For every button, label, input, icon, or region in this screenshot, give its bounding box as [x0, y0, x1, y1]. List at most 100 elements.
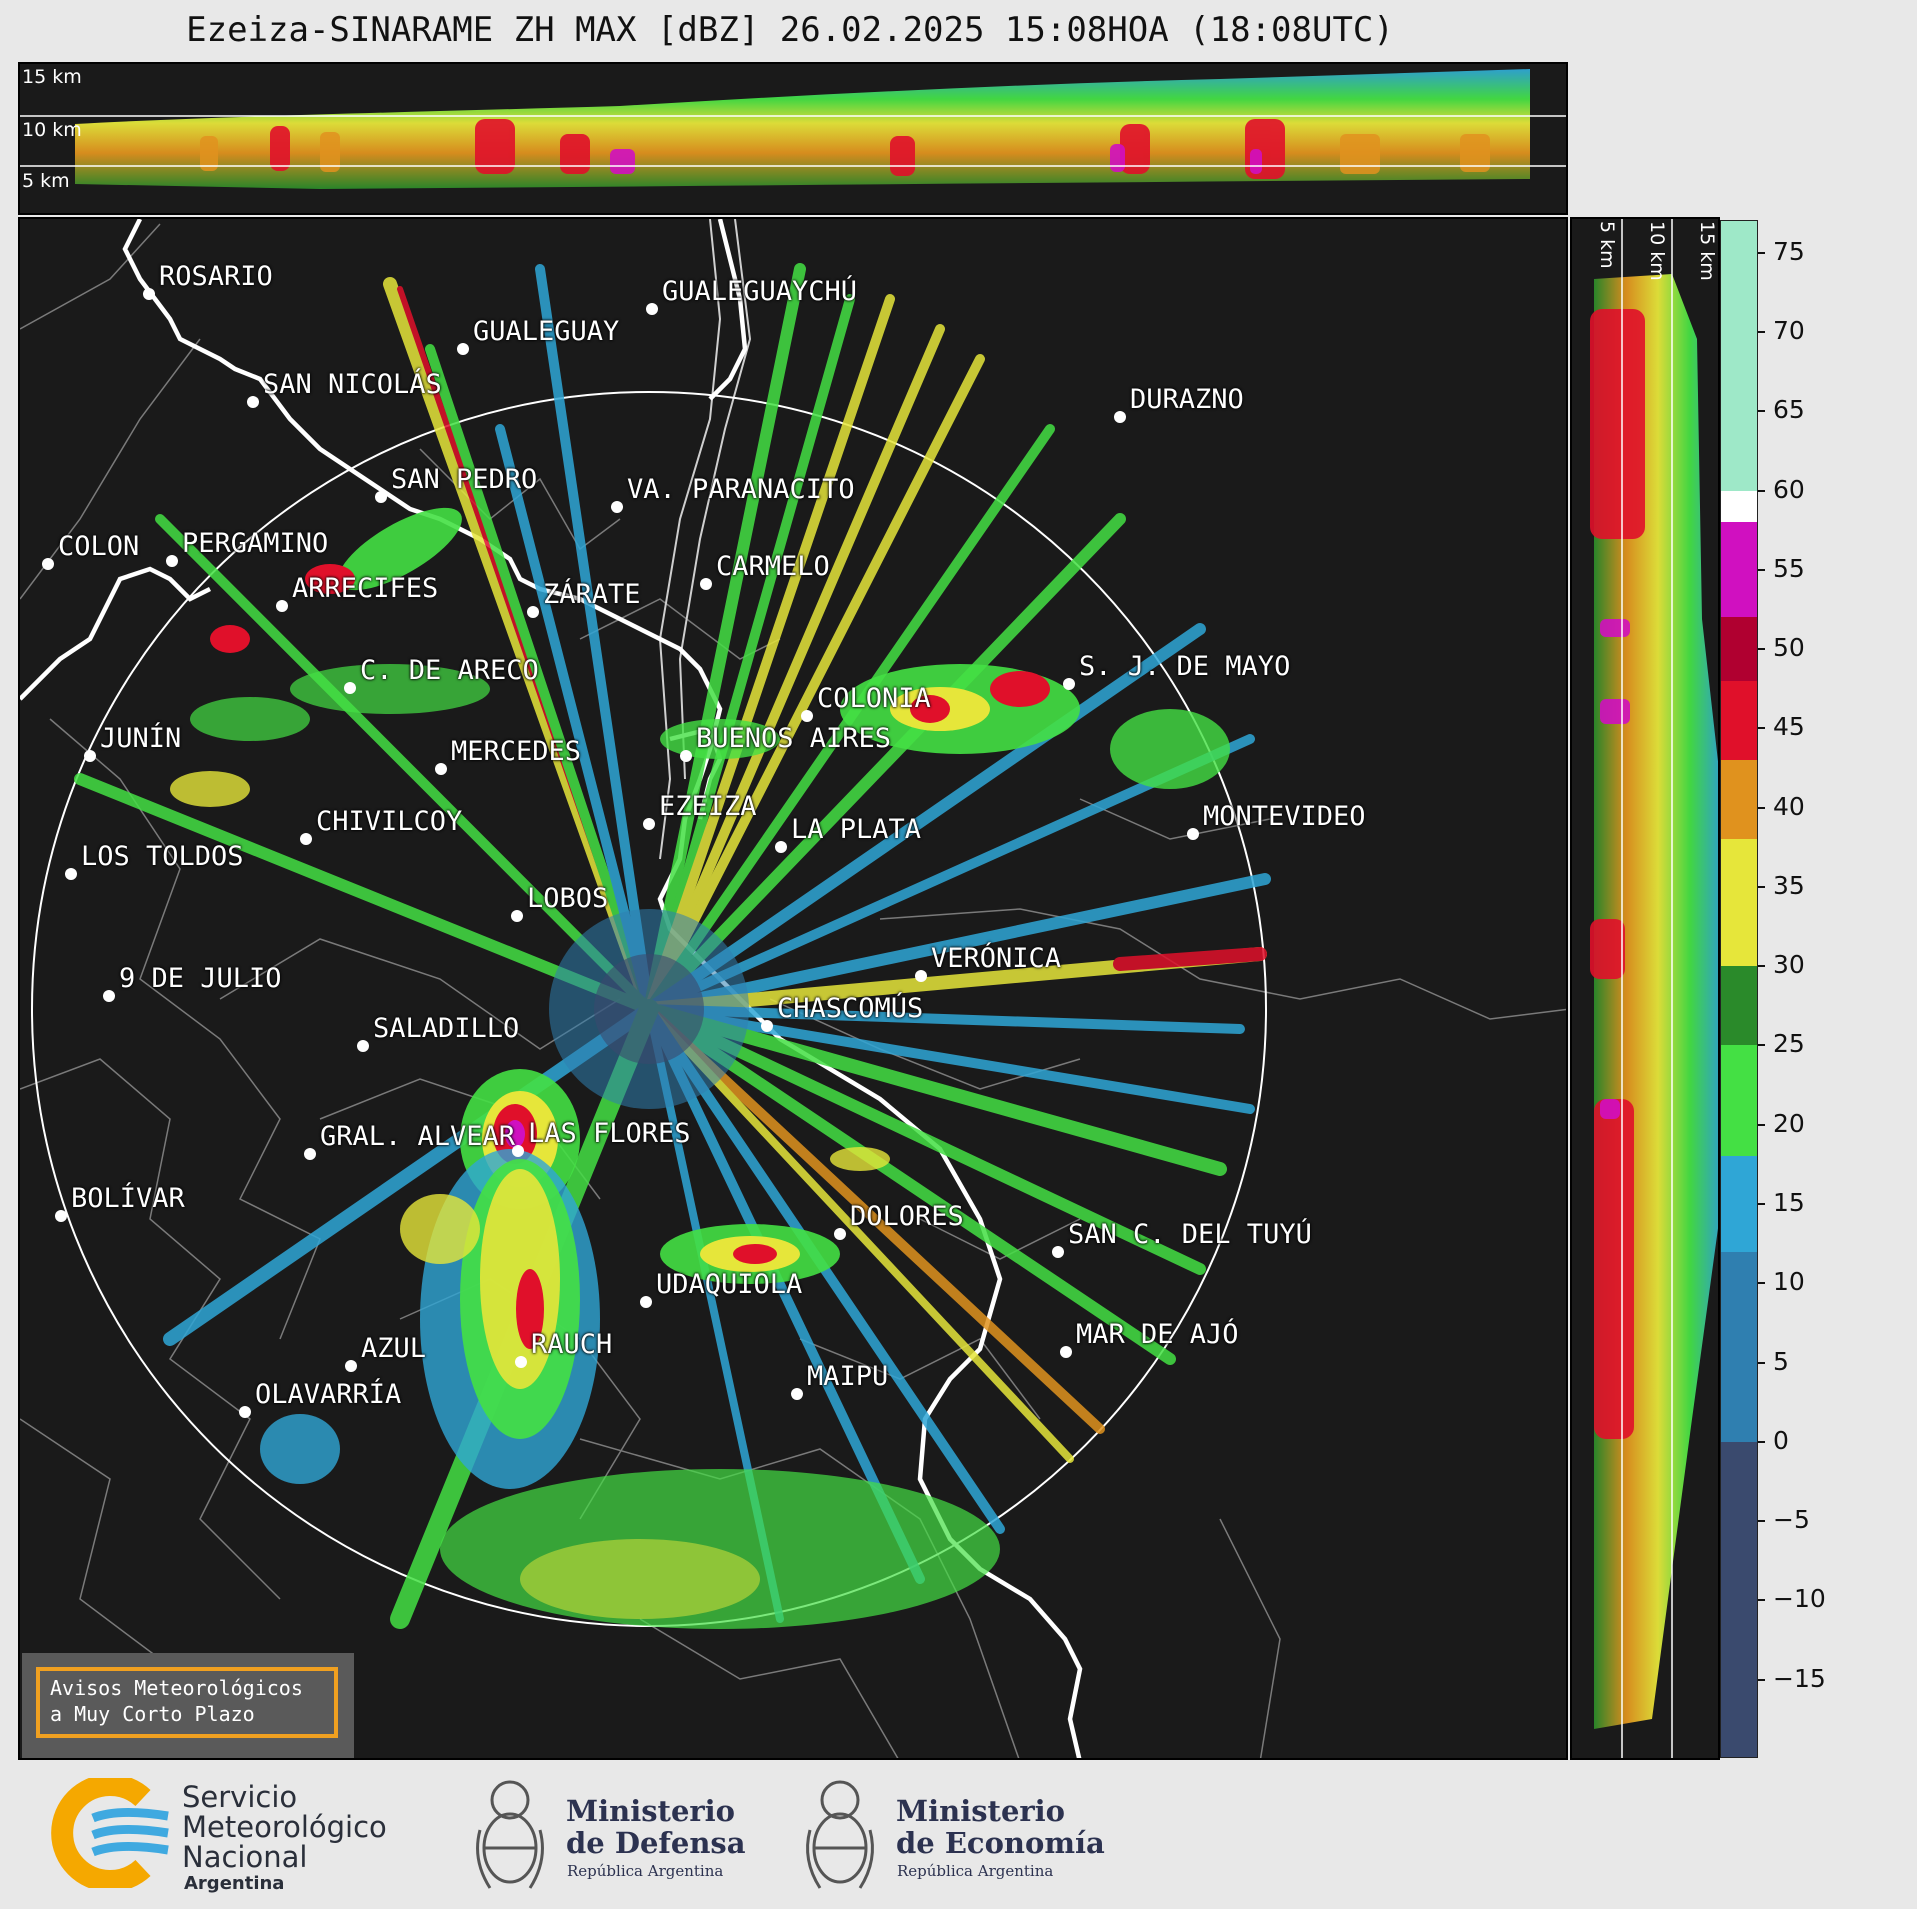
colorbar-segment: [1721, 839, 1757, 967]
city-label-dolores: DOLORES: [850, 1201, 964, 1232]
colorbar-tick-label: 15: [1758, 1188, 1805, 1217]
city-label-chivilcoy: CHIVILCOY: [316, 806, 463, 837]
city-dot-los-toldos: [65, 868, 77, 880]
economia-line-2: de Economía: [896, 1826, 1105, 1860]
city-dot-chivilcoy: [300, 833, 312, 845]
colorbar-segment: [1721, 760, 1757, 840]
city-dot-9-de-julio: [103, 990, 115, 1002]
city-dot-s-j-de-mayo: [1063, 678, 1075, 690]
top-altitude-label-15km: 15 km: [22, 66, 82, 88]
city-dot-azul: [345, 1360, 357, 1372]
colorbar-tick-label: 10: [1758, 1267, 1805, 1296]
colorbar-ticks: 75 70 65 60 55 50 45 40 35 30 25 20 15 10 5 0 −5 −10 −15: [1758, 220, 1878, 1758]
city-dot-saladillo: [357, 1040, 369, 1052]
city-dot-lobos: [511, 910, 523, 922]
city-label-mercedes: MERCEDES: [451, 736, 582, 767]
city-label-bolivar: BOLÍVAR: [71, 1183, 185, 1214]
city-dot-la-plata: [775, 841, 787, 853]
colorbar-tick-label: 25: [1758, 1029, 1805, 1058]
chart-title: Ezeiza-SINARAME ZH MAX [dBZ] 26.02.2025 …: [186, 10, 1394, 50]
city-label-rauch: RAUCH: [531, 1329, 613, 1360]
smn-line-4: Argentina: [184, 1873, 285, 1894]
side-altitude-label-10km: 10 km: [1646, 221, 1668, 281]
city-dot-san-nicolas: [247, 396, 259, 408]
city-label-arrecifes: ARRECIFES: [292, 573, 439, 604]
top-altitude-label-5km: 5 km: [22, 170, 70, 192]
colorbar-tick-label: 40: [1758, 792, 1805, 821]
colorbar-tick-label: 20: [1758, 1109, 1805, 1138]
rivers: [658, 219, 752, 860]
radar-echoes: [74, 263, 1271, 1629]
city-label-9-de-julio: 9 DE JULIO: [119, 963, 282, 994]
colorbar-segment: [1721, 1251, 1757, 1442]
colorbar-segment: [1721, 1441, 1757, 1757]
argentina-coat-of-arms-icon: [476, 1780, 544, 1889]
city-label-carmelo: CARMELO: [716, 551, 830, 582]
city-label-colonia: COLONIA: [817, 683, 931, 714]
colorbar-tick-label: 50: [1758, 633, 1805, 662]
colorbar-tick-label: 45: [1758, 712, 1805, 741]
warning-box: Avisos Meteorológicos a Muy Corto Plazo: [22, 1653, 354, 1758]
city-dot-las-flores: [512, 1145, 524, 1157]
smn-line-2: Meteorológico: [182, 1810, 387, 1844]
colorbar-tick-label: 0: [1758, 1426, 1789, 1455]
city-dot-zarate: [527, 606, 539, 618]
city-dot-ezeiza: [643, 818, 655, 830]
colorbar-segment: [1721, 1045, 1757, 1157]
city-label-junin: JUNÍN: [100, 723, 182, 754]
city-label-mar-de-ajo: MAR DE AJÓ: [1076, 1319, 1239, 1350]
economia-line-1: Ministerio: [896, 1794, 1066, 1828]
city-label-olavarria: OLAVARRÍA: [255, 1379, 402, 1410]
smn-logo-icon: [51, 1778, 169, 1888]
city-label-las-flores: LAS FLORES: [528, 1118, 691, 1149]
city-dot-rauch: [515, 1356, 527, 1368]
city-label-rosario: ROSARIO: [159, 261, 273, 292]
city-dot-c-de-areco: [344, 682, 356, 694]
smn-line-1: Servicio: [182, 1780, 298, 1814]
city-label-s-j-de-mayo: S. J. DE MAYO: [1079, 651, 1291, 682]
colorbar-segment: [1721, 1156, 1757, 1252]
city-dot-maipu: [791, 1388, 803, 1400]
colorbar-segment: [1721, 221, 1757, 491]
city-dot-pergamino: [166, 555, 178, 567]
city-dot-olavarria: [239, 1406, 251, 1418]
city-label-ezeiza: EZEIZA: [659, 791, 757, 822]
city-dot-durazno: [1114, 411, 1126, 423]
city-label-gualeguay: GUALEGUAY: [473, 316, 620, 347]
colorbar-segment: [1721, 490, 1757, 523]
colorbar-tick-label: 60: [1758, 475, 1805, 504]
top-altitude-label-10km: 10 km: [22, 119, 82, 141]
colorbar-tick-label: −10: [1758, 1584, 1826, 1613]
warning-box-frame: Avisos Meteorológicos a Muy Corto Plazo: [36, 1667, 338, 1738]
defensa-line-2: de Defensa: [566, 1826, 746, 1860]
city-dot-mercedes: [435, 763, 447, 775]
city-label-azul: AZUL: [361, 1333, 427, 1364]
colorbar-segment: [1721, 680, 1757, 761]
city-dot-udaquiola: [640, 1296, 652, 1308]
city-label-colon: COLON: [58, 531, 140, 562]
colorbar: [1720, 220, 1758, 1758]
city-label-buenos-aires: BUENOS AIRES: [696, 723, 892, 754]
footer: Servicio Meteorológico Nacional Argentin…: [0, 1760, 1917, 1909]
city-label-va-paranacito: VA. PARANACITO: [627, 474, 855, 505]
colorbar-tick-label: 55: [1758, 554, 1805, 583]
city-dot-gualeguay: [457, 343, 469, 355]
side-cross-section-panel: 5 km 10 km 15 km: [1570, 217, 1720, 1760]
colorbar-tick-label: 75: [1758, 237, 1805, 266]
city-dot-buenos-aires: [680, 750, 692, 762]
city-label-c-de-areco: C. DE ARECO: [360, 655, 539, 686]
city-dot-veronica: [915, 970, 927, 982]
colorbar-tick-label: 65: [1758, 395, 1805, 424]
side-altitude-label-15km: 15 km: [1696, 221, 1718, 281]
city-label-chascomus: CHASCOMÚS: [777, 993, 924, 1024]
top-cross-section-panel: 15 km 10 km 5 km: [18, 62, 1568, 215]
side-altitude-label-5km: 5 km: [1596, 221, 1618, 269]
defensa-line-3: República Argentina: [567, 1862, 724, 1880]
top-cross-section-plot: [20, 69, 1566, 189]
city-dot-junin: [84, 750, 96, 762]
city-label-udaquiola: UDAQUIOLA: [656, 1269, 803, 1300]
colorbar-tick-label: 35: [1758, 871, 1805, 900]
colorbar-tick-label: 30: [1758, 950, 1805, 979]
city-label-durazno: DURAZNO: [1130, 384, 1244, 415]
colorbar-segment: [1721, 522, 1757, 618]
